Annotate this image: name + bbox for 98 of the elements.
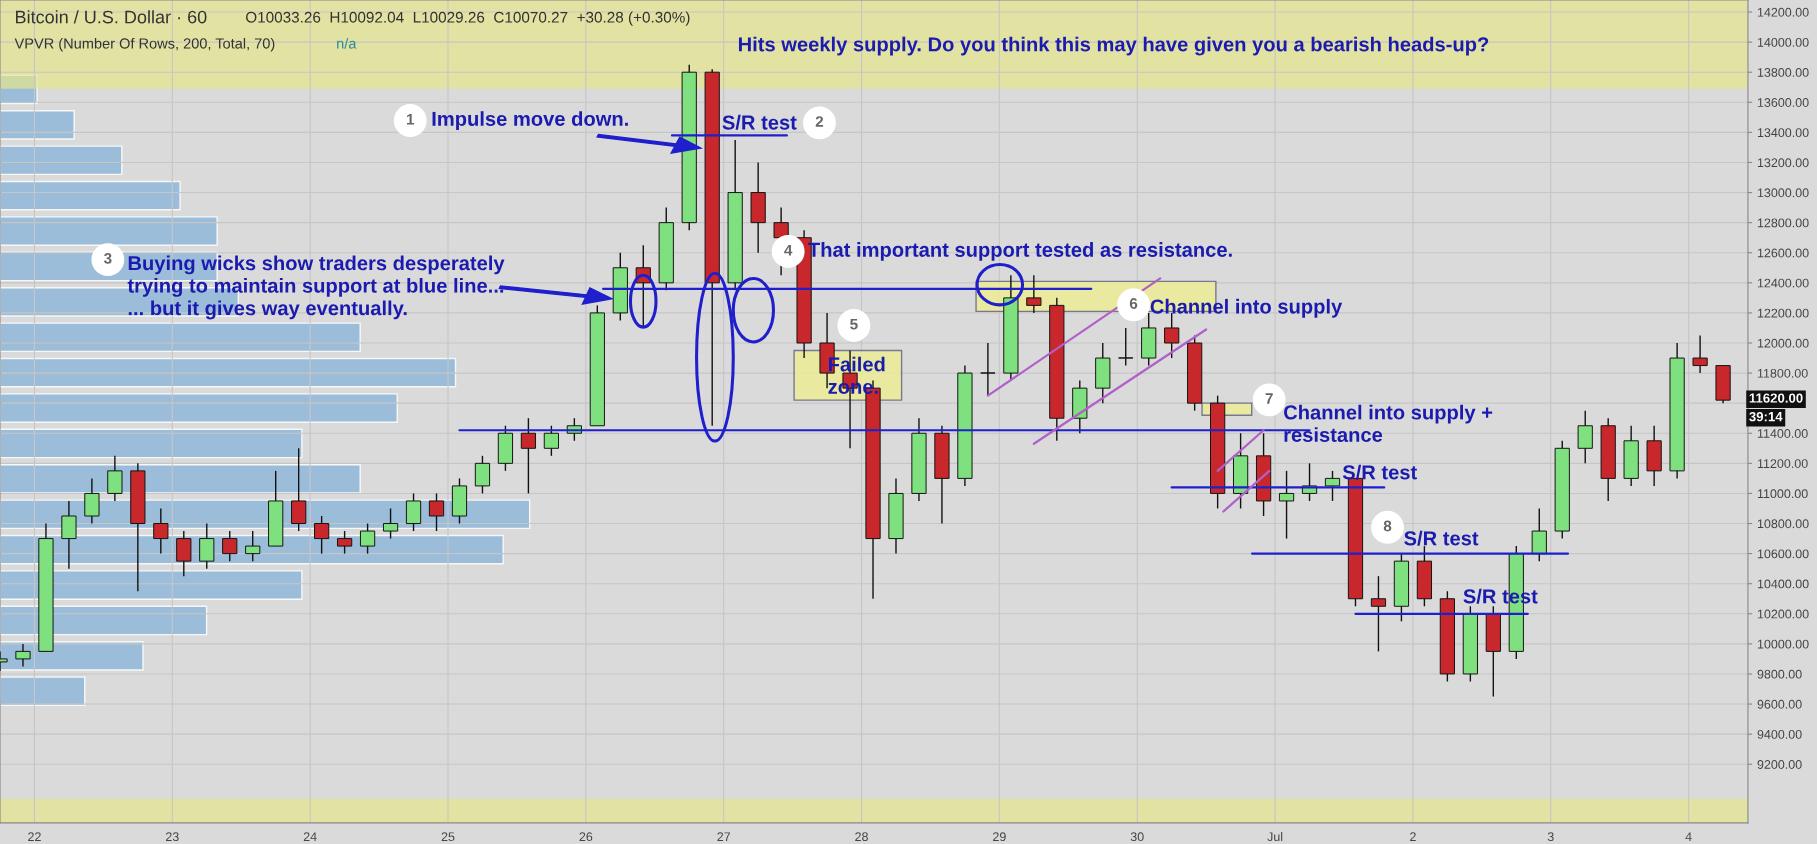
candlestick <box>1531 507 1547 562</box>
x-tick-label: 24 <box>303 832 317 841</box>
y-tick-label: 9200.00 <box>1757 760 1802 769</box>
candlestick <box>61 500 77 570</box>
x-tick-label: 26 <box>579 832 593 842</box>
annotation: 4 <box>784 244 793 256</box>
y-tick-label: 13600.00 <box>1757 98 1809 107</box>
y-tick-label: 9600.00 <box>1757 699 1802 709</box>
candlestick <box>543 425 559 457</box>
annotation: O10033.26 H10092.04 L10029.26 C10070.27 +30.28 (+0.30%) <box>246 11 690 26</box>
y-tick-label: 10000.00 <box>1757 639 1809 649</box>
y-tick-label: 13000.00 <box>1757 188 1809 198</box>
x-tick-label: 25 <box>441 832 455 842</box>
y-tick-label: 13400.00 <box>1757 128 1809 138</box>
annotation: Impulse move down. <box>432 111 628 130</box>
y-tick-label: 12600.00 <box>1757 248 1809 258</box>
y-tick-label: 9800.00 <box>1757 669 1802 679</box>
x-tick-label: 23 <box>165 832 179 842</box>
bar <box>0 357 457 388</box>
candlestick <box>1577 410 1593 465</box>
x-tick-label: 22 <box>28 832 41 841</box>
y-tick-label: 10400.00 <box>1757 579 1809 589</box>
candlestick <box>314 515 330 555</box>
candlestick <box>520 417 537 495</box>
annotation: 6 <box>1129 298 1138 309</box>
annotation: 7 <box>1265 393 1273 404</box>
y-tick-label: 9400.00 <box>1757 729 1802 739</box>
y-tick-label: 14200.00 <box>1757 7 1809 17</box>
annotation: n/a <box>337 37 357 49</box>
annotation: Channel into supply <box>1150 298 1343 318</box>
annotation: 2 <box>815 116 824 127</box>
bar <box>0 570 303 600</box>
x-tick-label: 2 <box>1410 832 1416 841</box>
y-tick-label: 10600.00 <box>1757 549 1809 559</box>
candlestick <box>84 477 100 525</box>
x-tick-label: 27 <box>717 832 731 841</box>
candlestick <box>359 522 376 555</box>
annotation: 1 <box>406 113 415 125</box>
annotation: Buying wicks show traders desperately trying to maintain support at blue line... ... but it gives way eventually. <box>127 255 505 320</box>
candlestick <box>428 492 445 532</box>
candlestick <box>222 530 238 562</box>
candlestick <box>1278 470 1295 540</box>
y-tick-label: 11000.00 <box>1757 489 1808 499</box>
candlestick <box>337 530 353 555</box>
candlestick <box>1164 312 1180 359</box>
y-tick-label: 11200.00 <box>1757 459 1808 468</box>
candlestick <box>980 342 996 397</box>
candlestick <box>1370 575 1387 653</box>
x-tick-label: 28 <box>855 832 868 842</box>
candlestick <box>474 455 491 495</box>
annotation: 8 <box>1383 520 1392 532</box>
y-tick-label: 13800.00 <box>1757 68 1809 77</box>
candlestick <box>1324 470 1341 502</box>
candlestick <box>199 522 215 570</box>
candlestick <box>153 507 169 555</box>
y-tick-label: 13200.00 <box>1757 158 1809 168</box>
bar <box>0 109 75 140</box>
annotation: Channel into supply + resistance <box>1284 404 1493 442</box>
annotation: S/R test <box>1342 464 1417 480</box>
y-tick-label: 14000.00 <box>1757 37 1809 47</box>
y-tick-label: 10800.00 <box>1757 519 1809 529</box>
bar <box>0 676 86 707</box>
y-tick-label: 11400.00 <box>1757 429 1808 438</box>
candlestick <box>15 643 31 668</box>
y-tick-label: 12400.00 <box>1757 278 1809 288</box>
candlestick <box>1026 274 1042 314</box>
bar <box>0 180 181 211</box>
annotation: S/R test <box>1404 530 1479 546</box>
x-tick-label: Jul <box>1267 831 1283 842</box>
text: VPVR (Number Of Rows, 200, Total, 70) <box>14 37 275 52</box>
x-tick-label: 29 <box>993 832 1006 842</box>
x-tick-label: 30 <box>1130 832 1144 842</box>
chart-title: Bitcoin / U.S. Dollar · 60 <box>16 10 207 24</box>
bar <box>0 322 361 353</box>
candlestick <box>176 530 192 577</box>
bar <box>0 393 398 423</box>
candlestick <box>107 455 123 502</box>
annotation: Hits weekly supply. Do you think this may have given you a bearish heads-up? <box>738 36 1489 56</box>
candlestick <box>291 447 307 532</box>
x-tick-label: 3 <box>1547 832 1554 842</box>
candlestick <box>382 507 399 540</box>
annotation: S/R test <box>722 114 797 130</box>
x-tick-label: 4 <box>1685 832 1692 841</box>
bar <box>0 428 303 459</box>
candlestick <box>1692 334 1708 374</box>
y-tick-label: 12200.00 <box>1757 308 1809 318</box>
text: 39:14 <box>1749 411 1783 422</box>
y-tick-label: 12000.00 <box>1757 338 1809 348</box>
bar <box>0 145 123 176</box>
annotation: 3 <box>103 252 112 264</box>
text: 11620.00 <box>1749 393 1803 403</box>
y-tick-label: 12800.00 <box>1757 218 1809 228</box>
y-tick-label: 11800.00 <box>1757 368 1808 378</box>
candlestick <box>405 492 422 532</box>
y-tick-label: 10200.00 <box>1757 609 1809 619</box>
annotation: 5 <box>850 318 858 330</box>
candlestick <box>1118 327 1134 367</box>
candlestick <box>245 530 261 562</box>
